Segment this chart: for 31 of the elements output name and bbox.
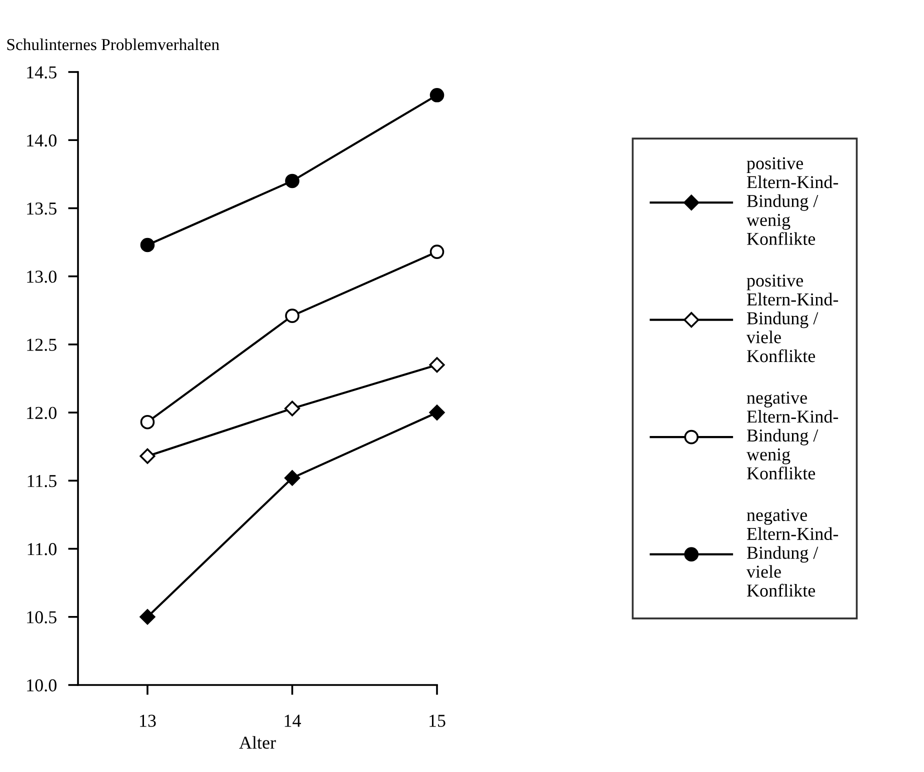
y-axis-title: Schulinternes Problemverhalten xyxy=(7,38,220,50)
y-tick-label: 10.5 xyxy=(27,611,56,624)
point xyxy=(429,404,445,420)
y-tick-label: 12.5 xyxy=(27,338,56,351)
point xyxy=(140,238,155,252)
y-tick-label: 10.0 xyxy=(27,679,56,692)
point xyxy=(140,609,156,625)
y-tick-label: 11.0 xyxy=(28,543,56,556)
x-tick-label: 15 xyxy=(430,714,446,727)
y-tick-label: 13.5 xyxy=(27,202,56,215)
legend-label: negative Eltern-Kind-Bindung / viele Konflikte xyxy=(746,508,838,597)
point xyxy=(140,414,155,430)
point xyxy=(284,400,300,416)
legend-label: negative Eltern-Kind-Bindung / wenig Konflikte xyxy=(746,392,838,480)
point xyxy=(285,174,300,188)
y-tick-label: 13.0 xyxy=(27,270,56,283)
x-axis-title: Alter xyxy=(239,736,276,749)
x-tick-label: 14 xyxy=(284,714,301,727)
y-tick-label: 14.5 xyxy=(27,66,56,79)
y-tick-label: 12.0 xyxy=(27,406,56,420)
y-tick-label: 14.0 xyxy=(27,134,56,147)
point xyxy=(285,308,300,323)
y-tick-label: 11.5 xyxy=(28,475,56,488)
point xyxy=(284,470,300,486)
point xyxy=(429,357,445,373)
point xyxy=(430,88,444,102)
point xyxy=(140,448,156,464)
legend-label: positive Eltern-Kind-Bindung / viele Konflikte xyxy=(746,274,838,362)
point xyxy=(430,244,444,259)
x-tick-label: 13 xyxy=(140,714,156,727)
legend-label: positive Eltern-Kind-Bindung / wenig Konflikte xyxy=(746,157,838,245)
